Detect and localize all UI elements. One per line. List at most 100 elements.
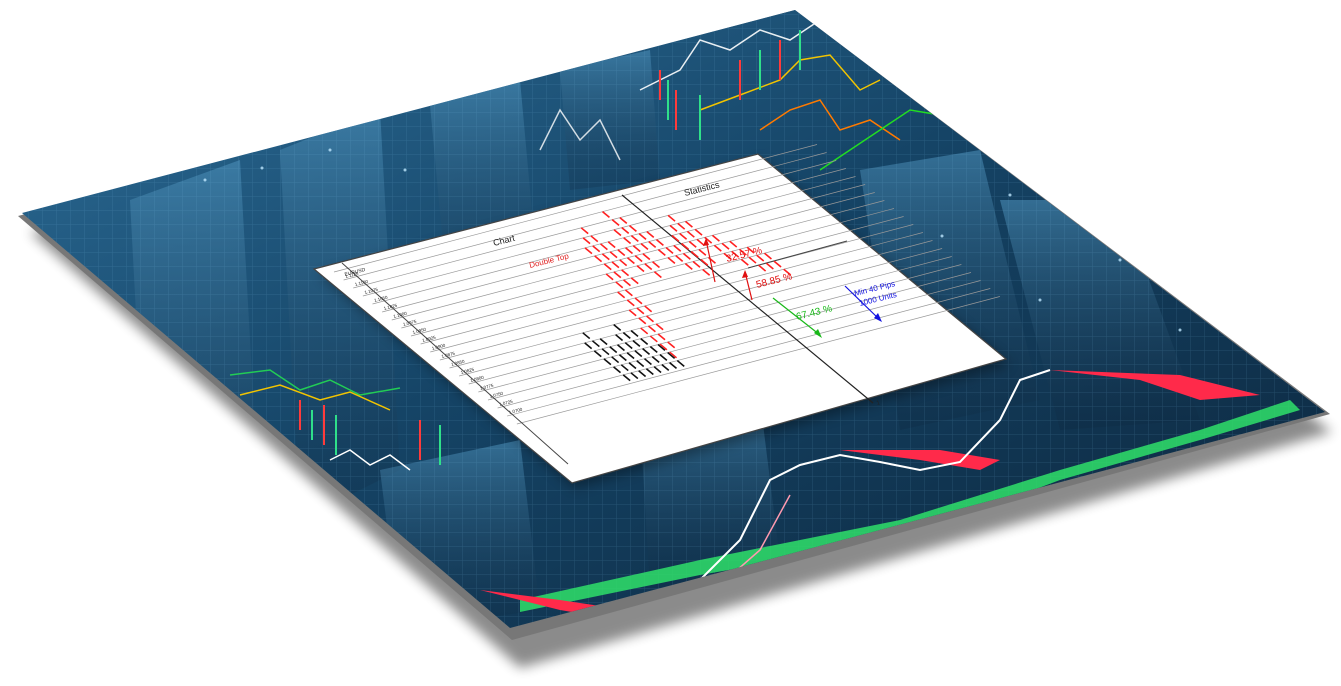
candle-mark [682,252,691,260]
candle-mark [651,356,660,364]
candle-mark [659,343,668,351]
candle-mark [601,348,610,356]
stats-sub-divider [747,240,848,269]
candle-mark [644,263,653,271]
grid-row-line [497,280,981,409]
candle-mark [621,227,630,235]
grid-row-line [401,200,885,329]
grid-row-line [487,272,972,401]
candle-mark [613,271,622,279]
price-tick-label: 1.0950 [412,327,427,335]
grid-row-line [372,176,856,305]
candle-mark [611,356,620,364]
candle-mark [636,360,645,368]
grid-row-line [410,208,895,337]
target-arrow [844,285,881,321]
candle-mark [615,281,624,289]
candle-mark [603,263,612,271]
candle-mark [667,257,676,264]
candle-mark [636,307,645,315]
candle-mark [620,364,629,372]
candle-mark [667,351,676,359]
candle-mark [649,335,658,343]
candle-mark [630,372,639,380]
candle-mark [748,256,757,264]
candle-mark [636,265,645,273]
candle-mark [624,289,633,297]
candle-mark [723,252,732,260]
candle-mark [661,364,670,372]
candle-mark [630,235,639,243]
candle-mark [592,245,601,253]
candle-mark [657,333,666,341]
candle-mark [590,235,599,243]
candle-mark [628,225,637,232]
candle-mark [659,353,668,361]
candle-mark [645,368,654,376]
candle-mark [679,232,688,240]
candle-mark [584,247,593,255]
candle-mark [621,269,630,277]
candle-mark [673,244,682,252]
grid-row-line [382,184,866,313]
candle-mark [700,258,709,266]
column-number: 1 [876,400,881,407]
candle-mark [626,299,635,307]
candle-mark [738,248,747,256]
candle-mark [640,327,649,335]
candle-mark [617,344,625,352]
candle-mark [632,245,641,253]
candle-mark [593,350,602,358]
candle-mark [688,240,697,248]
candle-mark [756,254,765,262]
candle-mark [746,246,755,254]
candle-mark [628,309,637,317]
candle-mark [764,252,772,260]
price-tick-label: 1.1050 [374,295,389,303]
candle-mark [653,366,662,374]
candle-mark [669,351,678,359]
candle-mark [613,324,622,332]
candle-mark [599,338,608,346]
candle-mark [611,261,620,269]
candle-mark [611,219,620,227]
candle-mark [591,340,600,348]
candle-mark [677,222,686,230]
candle-mark [599,243,608,251]
up-strong-arrow [705,239,716,283]
candle-mark [649,345,658,353]
up-arrowhead [742,270,748,278]
candle-mark [655,238,664,246]
target-arrowhead [874,313,882,322]
candle-mark [642,348,651,356]
candle-mark [652,261,660,269]
grid-row-line [516,296,1000,425]
candle-mark [684,220,693,228]
candle-mark [617,249,626,257]
candle-mark [623,279,631,287]
stats-divider [621,194,874,404]
grid-row-line [439,232,923,361]
candle-mark [634,255,643,263]
candle-mark [640,243,649,251]
candle-mark [630,329,639,337]
candle-mark [609,346,618,354]
candle-mark [628,362,637,370]
price-tick-label: 1.1125 [345,271,360,279]
candle-mark [580,227,589,235]
candle-mark [601,253,610,261]
candles [580,211,792,382]
candle-mark [653,271,662,279]
candle-mark [584,342,593,350]
up-strong-arrowhead [703,238,709,246]
candle-mark [740,258,749,266]
price-tick-label: 1.0850 [451,359,466,367]
bg-candles-top [659,30,801,140]
candle-mark [721,242,730,250]
grid-row-line [391,192,875,321]
candle-mark [605,273,614,281]
candle-mark [675,254,684,262]
price-tick-label: 1.0775 [479,383,494,391]
candle-mark [671,234,680,242]
